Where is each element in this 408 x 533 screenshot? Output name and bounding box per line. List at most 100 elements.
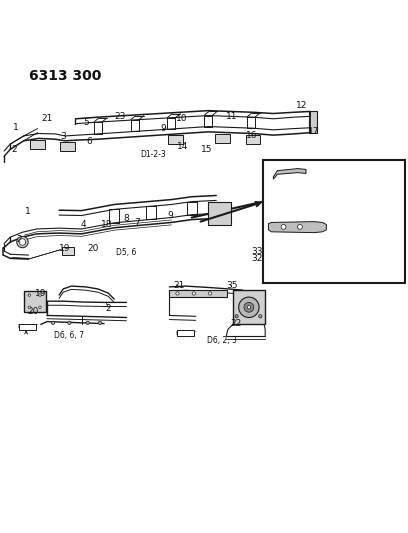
Text: 31: 31 — [272, 260, 283, 269]
Text: 17: 17 — [308, 127, 320, 136]
Text: 29: 29 — [382, 184, 393, 192]
Text: 34: 34 — [267, 229, 278, 238]
Text: 24: 24 — [382, 211, 393, 220]
Text: w/6" RAIL: w/6" RAIL — [304, 206, 341, 215]
Text: 32: 32 — [260, 254, 272, 263]
Text: D6, 2, 3: D6, 2, 3 — [207, 336, 237, 345]
Circle shape — [297, 224, 302, 229]
FancyBboxPatch shape — [246, 135, 260, 144]
Text: 25: 25 — [385, 168, 396, 177]
FancyBboxPatch shape — [177, 330, 194, 336]
Text: 11: 11 — [226, 112, 237, 122]
Circle shape — [259, 314, 262, 318]
Text: 12: 12 — [296, 101, 308, 110]
Text: 25: 25 — [385, 261, 396, 270]
Text: 27: 27 — [382, 222, 393, 231]
Text: 28: 28 — [276, 166, 287, 175]
Text: 20: 20 — [27, 307, 38, 316]
Text: 21: 21 — [41, 114, 53, 123]
Text: 3: 3 — [60, 132, 66, 141]
Text: 4: 4 — [81, 220, 86, 229]
Text: 27: 27 — [382, 177, 393, 185]
Polygon shape — [273, 168, 306, 179]
Text: 25: 25 — [385, 199, 396, 208]
Text: 27: 27 — [385, 182, 396, 191]
Circle shape — [39, 294, 41, 296]
FancyBboxPatch shape — [60, 142, 75, 151]
Text: 22: 22 — [230, 319, 242, 328]
Text: 7: 7 — [134, 217, 140, 227]
Circle shape — [235, 314, 238, 318]
Text: 15: 15 — [201, 145, 213, 154]
Text: 33: 33 — [251, 247, 262, 256]
Text: 18: 18 — [101, 220, 113, 229]
Text: 34: 34 — [264, 180, 275, 189]
Text: 25: 25 — [382, 166, 393, 175]
Text: 1: 1 — [13, 123, 19, 132]
Text: 25: 25 — [382, 260, 393, 269]
Text: 20: 20 — [87, 245, 99, 254]
Text: 28: 28 — [276, 222, 287, 231]
Text: 30: 30 — [382, 239, 393, 248]
Text: 26: 26 — [385, 175, 396, 184]
Circle shape — [208, 292, 212, 295]
Text: 1: 1 — [25, 207, 31, 216]
FancyBboxPatch shape — [208, 203, 231, 225]
Text: 31: 31 — [273, 261, 284, 270]
FancyBboxPatch shape — [233, 290, 265, 325]
FancyBboxPatch shape — [309, 111, 317, 133]
Text: 35: 35 — [226, 281, 237, 290]
FancyBboxPatch shape — [169, 290, 227, 297]
Circle shape — [192, 292, 195, 295]
Text: 24: 24 — [385, 161, 396, 170]
Text: FRONT: FRONT — [17, 325, 38, 329]
Circle shape — [28, 306, 31, 309]
Text: 33: 33 — [260, 248, 272, 257]
Text: 6: 6 — [86, 137, 92, 146]
Polygon shape — [268, 222, 326, 232]
Text: 25: 25 — [276, 217, 287, 226]
Text: 5: 5 — [83, 118, 89, 127]
Circle shape — [244, 302, 254, 312]
Text: 9: 9 — [160, 124, 166, 133]
Text: D1-2-3: D1-2-3 — [140, 150, 166, 159]
Text: 19: 19 — [59, 245, 70, 254]
FancyBboxPatch shape — [168, 135, 183, 144]
Circle shape — [28, 294, 31, 296]
Text: FRONT: FRONT — [175, 330, 196, 335]
FancyBboxPatch shape — [62, 247, 74, 255]
Text: 26: 26 — [385, 224, 396, 233]
Text: 29: 29 — [382, 235, 393, 243]
Circle shape — [281, 224, 286, 229]
Text: 8: 8 — [124, 214, 129, 223]
Circle shape — [98, 321, 102, 325]
Circle shape — [19, 239, 26, 245]
FancyBboxPatch shape — [19, 324, 36, 330]
Circle shape — [239, 297, 259, 318]
Text: 32: 32 — [251, 254, 262, 263]
Circle shape — [51, 321, 55, 325]
Circle shape — [86, 321, 89, 325]
Text: 6313 300: 6313 300 — [29, 69, 101, 83]
Text: w/T RAIL: w/T RAIL — [306, 268, 339, 276]
Circle shape — [17, 236, 28, 248]
Text: 24: 24 — [385, 217, 396, 226]
Text: 25: 25 — [382, 198, 393, 207]
Text: 2: 2 — [105, 304, 111, 313]
Text: 21: 21 — [174, 281, 185, 290]
Text: 23: 23 — [115, 112, 126, 121]
Text: 2: 2 — [17, 235, 22, 244]
Text: 16: 16 — [246, 131, 258, 140]
Circle shape — [176, 292, 179, 295]
Text: 2: 2 — [11, 145, 17, 154]
FancyBboxPatch shape — [30, 140, 45, 149]
Text: 9: 9 — [168, 211, 173, 220]
Text: 30: 30 — [385, 248, 396, 257]
Bar — [263, 160, 405, 283]
Circle shape — [68, 321, 71, 325]
Text: 19: 19 — [35, 288, 47, 297]
Text: D5, 6: D5, 6 — [116, 248, 137, 257]
Text: w/6" RAIL: w/6" RAIL — [304, 206, 341, 215]
Text: 26: 26 — [382, 216, 393, 225]
Text: 29: 29 — [385, 241, 396, 250]
